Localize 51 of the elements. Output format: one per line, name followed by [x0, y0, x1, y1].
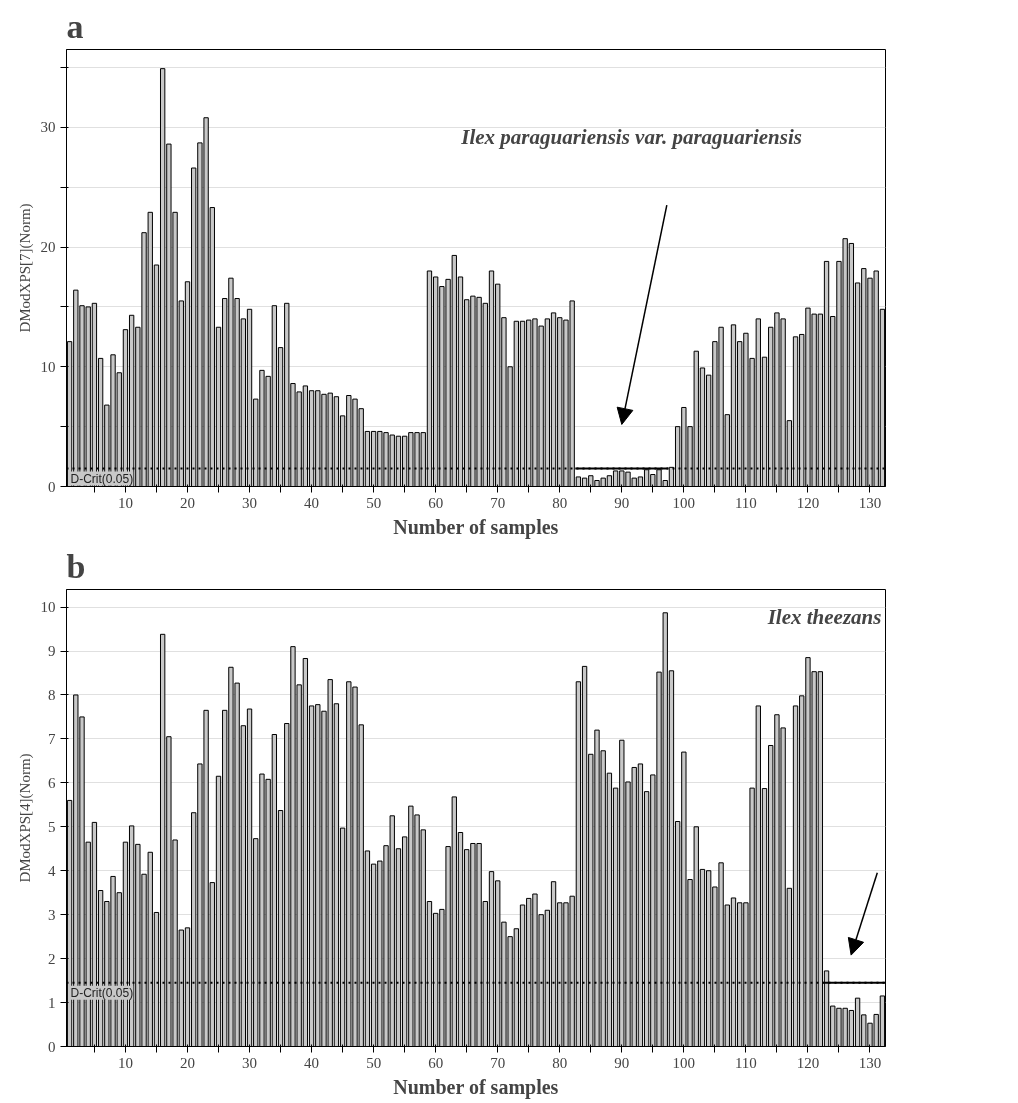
ref-line-label: D-Crit(0.05)	[70, 471, 134, 486]
x-tick-label: 10	[117, 494, 133, 511]
y-tick-label: 8	[48, 686, 56, 703]
y-tick-label: 10	[40, 599, 56, 616]
y-tick-label: 0	[48, 1038, 56, 1055]
y-tick-label: 2	[48, 950, 56, 967]
y-tick-label: 7	[48, 730, 56, 747]
y-tick-label: 3	[48, 906, 56, 923]
x-tick-label: 130	[858, 494, 882, 511]
y-tick-label: 6	[48, 774, 56, 791]
x-tick-label: 10	[117, 1054, 133, 1071]
ref-line-label: D-Crit(0.05)	[70, 985, 134, 1000]
x-tick-label: 110	[734, 1054, 757, 1071]
y-axis-title: DModXPS[4](Norm)	[16, 753, 34, 883]
x-tick-label: 130	[858, 1054, 882, 1071]
x-tick-label: 50	[366, 1054, 382, 1071]
x-tick-label: 40	[304, 494, 320, 511]
y-axis-title: DModXPS[7](Norm)	[16, 203, 34, 333]
x-tick-label: 20	[179, 494, 195, 511]
chart-title: b	[66, 547, 86, 585]
y-tick-label: 9	[48, 643, 56, 660]
x-tick-label: 80	[552, 494, 568, 511]
y-tick-label: 10	[40, 358, 56, 375]
x-tick-label: 30	[242, 494, 258, 511]
x-tick-label: 60	[428, 1054, 444, 1071]
x-tick-label: 30	[242, 1054, 258, 1071]
x-tick-label: 100	[672, 1054, 696, 1071]
x-tick-label: 80	[552, 1054, 568, 1071]
x-tick-label: 40	[304, 1054, 320, 1071]
y-tick-label: 20	[40, 239, 56, 256]
x-tick-label: 120	[796, 1054, 820, 1071]
x-axis-title: Number of samples	[393, 1075, 559, 1099]
y-tick-label: 5	[48, 818, 56, 835]
x-tick-label: 90	[614, 1054, 630, 1071]
x-tick-label: 70	[490, 1054, 506, 1071]
y-tick-label: 4	[48, 862, 56, 879]
x-tick-label: 90	[614, 494, 630, 511]
annotation: Ilex paraguariensis var. paraguariensis	[460, 124, 802, 149]
x-tick-label: 120	[796, 494, 820, 511]
annotation: Ilex theezans	[766, 604, 882, 629]
chart-title: a	[66, 7, 84, 45]
y-tick-label: 1	[48, 994, 56, 1011]
y-tick-label: 0	[48, 478, 56, 495]
y-tick-label: 30	[40, 119, 56, 136]
x-tick-label: 100	[672, 494, 696, 511]
x-tick-label: 110	[734, 494, 757, 511]
x-tick-label: 70	[490, 494, 506, 511]
x-tick-label: 20	[179, 1054, 195, 1071]
x-axis-title: Number of samples	[393, 515, 559, 539]
x-tick-label: 50	[366, 494, 382, 511]
x-tick-label: 60	[428, 494, 444, 511]
